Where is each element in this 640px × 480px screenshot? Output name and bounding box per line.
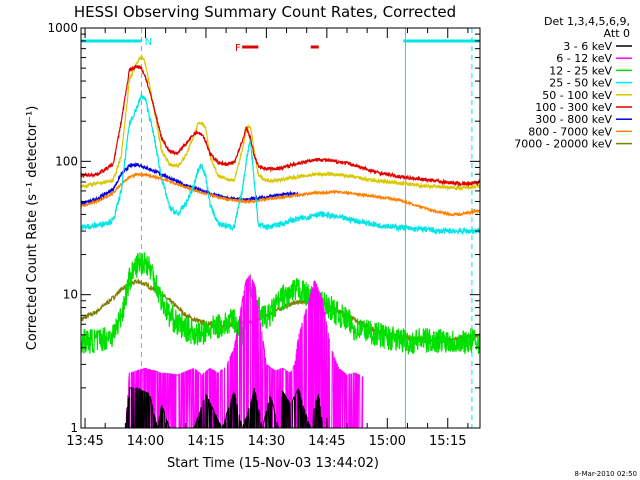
x-tick-label: 15:00 bbox=[369, 434, 406, 449]
legend-label: 7000 - 20000 keV bbox=[514, 138, 612, 151]
legend-label: 50 - 100 keV bbox=[542, 89, 612, 102]
y-tick-label: 1 bbox=[70, 421, 78, 435]
legend-header-line-1: Det 1,3,4,5,6,9, bbox=[544, 15, 630, 28]
legend-header-line-2: Att 0 bbox=[604, 27, 630, 40]
y-axis-label: Corrected Count Rate (s⁻¹ detector⁻¹) bbox=[25, 106, 40, 351]
flag-label-f: F bbox=[235, 43, 241, 54]
series-line-5 bbox=[81, 64, 480, 188]
flag-label-n: N bbox=[145, 37, 152, 48]
y-tick-label: 10 bbox=[63, 288, 78, 302]
x-tick-label: 14:00 bbox=[127, 434, 164, 449]
legend-label: 6 - 12 keV bbox=[556, 52, 612, 65]
series-line-3 bbox=[81, 93, 480, 236]
series-line-2 bbox=[81, 252, 480, 355]
chart-title: HESSI Observing Summary Count Rates, Cor… bbox=[74, 3, 456, 21]
series-line-4 bbox=[81, 54, 480, 192]
x-tick-label: 14:45 bbox=[308, 434, 345, 449]
x-tick-label: 15:15 bbox=[429, 434, 466, 449]
x-axis-label: Start Time (15-Nov-03 13:44:02) bbox=[167, 456, 379, 471]
y-tick-label: 1000 bbox=[47, 21, 78, 35]
x-tick-label: 14:30 bbox=[248, 434, 285, 449]
y-tick-label: 100 bbox=[55, 154, 78, 168]
plot-frame bbox=[80, 27, 481, 429]
legend-label: 300 - 800 keV bbox=[535, 113, 612, 126]
legend-label: 100 - 300 keV bbox=[535, 101, 612, 114]
footer-timestamp: 8-Mar-2010 02:50 bbox=[575, 470, 637, 478]
series-line-0 bbox=[125, 387, 323, 428]
x-tick-label: 14:15 bbox=[187, 434, 224, 449]
series-line-1 bbox=[125, 273, 364, 428]
legend-label: 3 - 6 keV bbox=[563, 40, 612, 53]
legend-label: 12 - 25 keV bbox=[549, 64, 612, 77]
legend-label: 25 - 50 keV bbox=[549, 77, 612, 90]
x-tick-label: 13:45 bbox=[66, 434, 103, 449]
series-line-7 bbox=[81, 171, 480, 217]
legend-label: 800 - 7000 keV bbox=[528, 125, 612, 138]
